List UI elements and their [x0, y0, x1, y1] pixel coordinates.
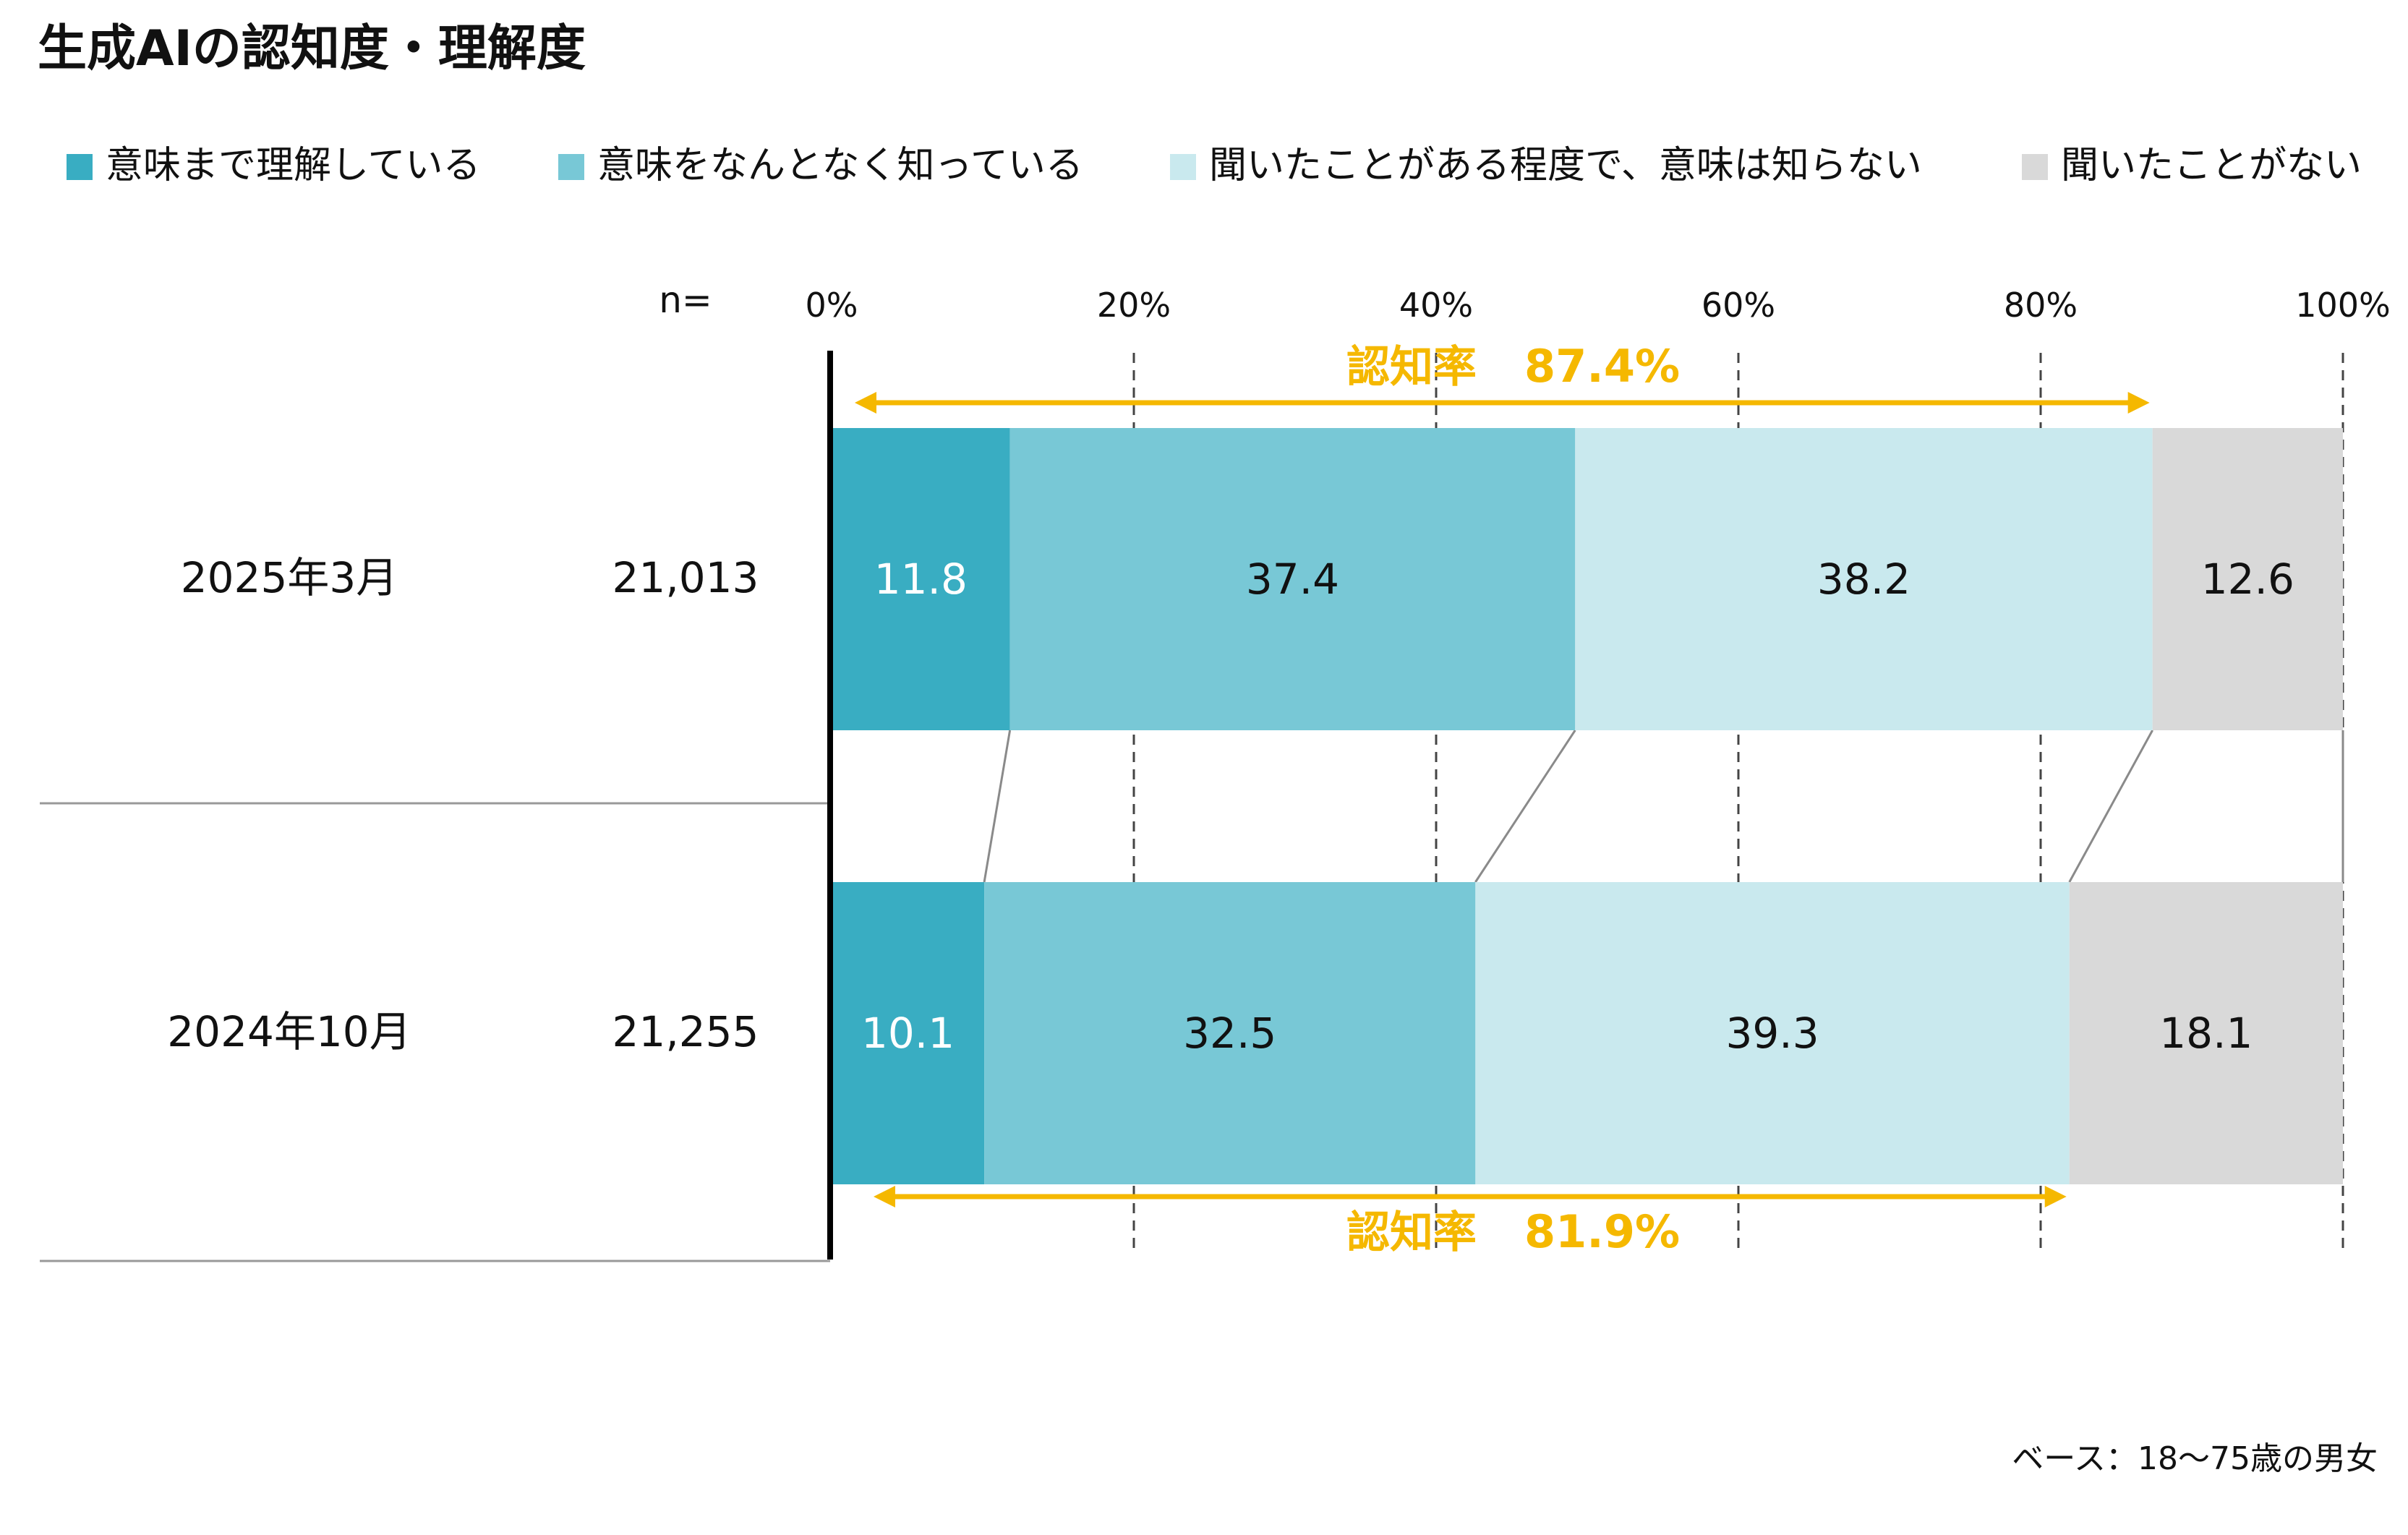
bar-value-label: 11.8 — [874, 555, 968, 604]
bar-value-label: 10.1 — [861, 1009, 955, 1058]
x-axis-ticks: 0% 20% 40% 60% 80% 100% — [806, 286, 2391, 325]
legend: 意味まで理解している 意味をなんとなく知っている 聞いたことがある程度で、意味は知ら… — [67, 144, 2362, 187]
footnote: ベース：18〜75歳の男女 — [2012, 1440, 2378, 1477]
connector-line — [2068, 730, 2153, 883]
chart-title: 生成AIの認知度・理解度 — [38, 20, 586, 77]
awareness-value: 81.9% — [1524, 1205, 1680, 1258]
arrow-head-right — [2044, 1186, 2067, 1207]
legend-label: 意味まで理解している — [106, 144, 480, 187]
bar-segment — [1009, 428, 1576, 730]
bar-segment — [984, 882, 1476, 1184]
arrow-head-left — [855, 392, 876, 414]
legend-swatch — [1170, 154, 1196, 180]
connector-line — [983, 730, 1012, 883]
bar-segment — [1575, 428, 2153, 730]
bar-value-label: 39.3 — [1725, 1009, 1819, 1058]
row-separators — [40, 802, 830, 1262]
awareness-label: 認知率 — [1346, 342, 1477, 393]
x-tick-label: 100% — [2295, 286, 2391, 325]
arrow-head-left — [874, 1186, 895, 1207]
bar-value-label: 37.4 — [1246, 555, 1339, 604]
legend-label: 意味をなんとなく知っている — [597, 144, 1083, 187]
category-label: 2025年3月 — [181, 553, 398, 602]
legend-swatch — [2022, 154, 2048, 180]
awareness-annotations: 認知率 87.4% 認知率 81.9% — [855, 340, 2150, 1258]
n-value: 21,255 — [612, 1007, 759, 1056]
legend-swatch — [67, 154, 93, 180]
row-labels: 2025年3月 21,013 2024年10月 21,255 — [167, 553, 759, 1056]
bar-value-label: 32.5 — [1183, 1009, 1276, 1058]
bar-value-label: 12.6 — [2201, 555, 2294, 604]
legend-label: 聞いたことがない — [2061, 144, 2362, 187]
x-tick-label: 20% — [1097, 286, 1171, 325]
bar-segment — [1475, 882, 2070, 1184]
n-header: n= — [659, 279, 712, 321]
connector-lines — [983, 730, 2344, 883]
bar-segment — [2069, 882, 2343, 1184]
category-label: 2024年10月 — [167, 1007, 411, 1056]
x-tick-label: 80% — [2004, 286, 2078, 325]
x-tick-label: 40% — [1399, 286, 1473, 325]
arrow-head-right — [2127, 392, 2150, 414]
bar-segment — [832, 428, 1010, 730]
bars: 11.8 37.4 38.2 12.6 10.1 32.5 39.3 18.1 — [832, 428, 2343, 1184]
x-tick-label: 0% — [806, 286, 858, 325]
awareness-value: 87.4% — [1524, 340, 1680, 393]
x-tick-label: 60% — [1702, 286, 1775, 325]
bar-segment — [2152, 428, 2343, 730]
n-value: 21,013 — [612, 553, 759, 602]
connector-line — [1474, 730, 1576, 883]
legend-swatch — [558, 154, 584, 180]
legend-label: 聞いたことがある程度で、意味は知らない — [1209, 144, 1922, 187]
bar-value-label: 18.1 — [2159, 1009, 2253, 1058]
bar-value-label: 38.2 — [1817, 555, 1910, 604]
bar-segment — [832, 882, 985, 1184]
awareness-label: 認知率 — [1346, 1207, 1477, 1258]
